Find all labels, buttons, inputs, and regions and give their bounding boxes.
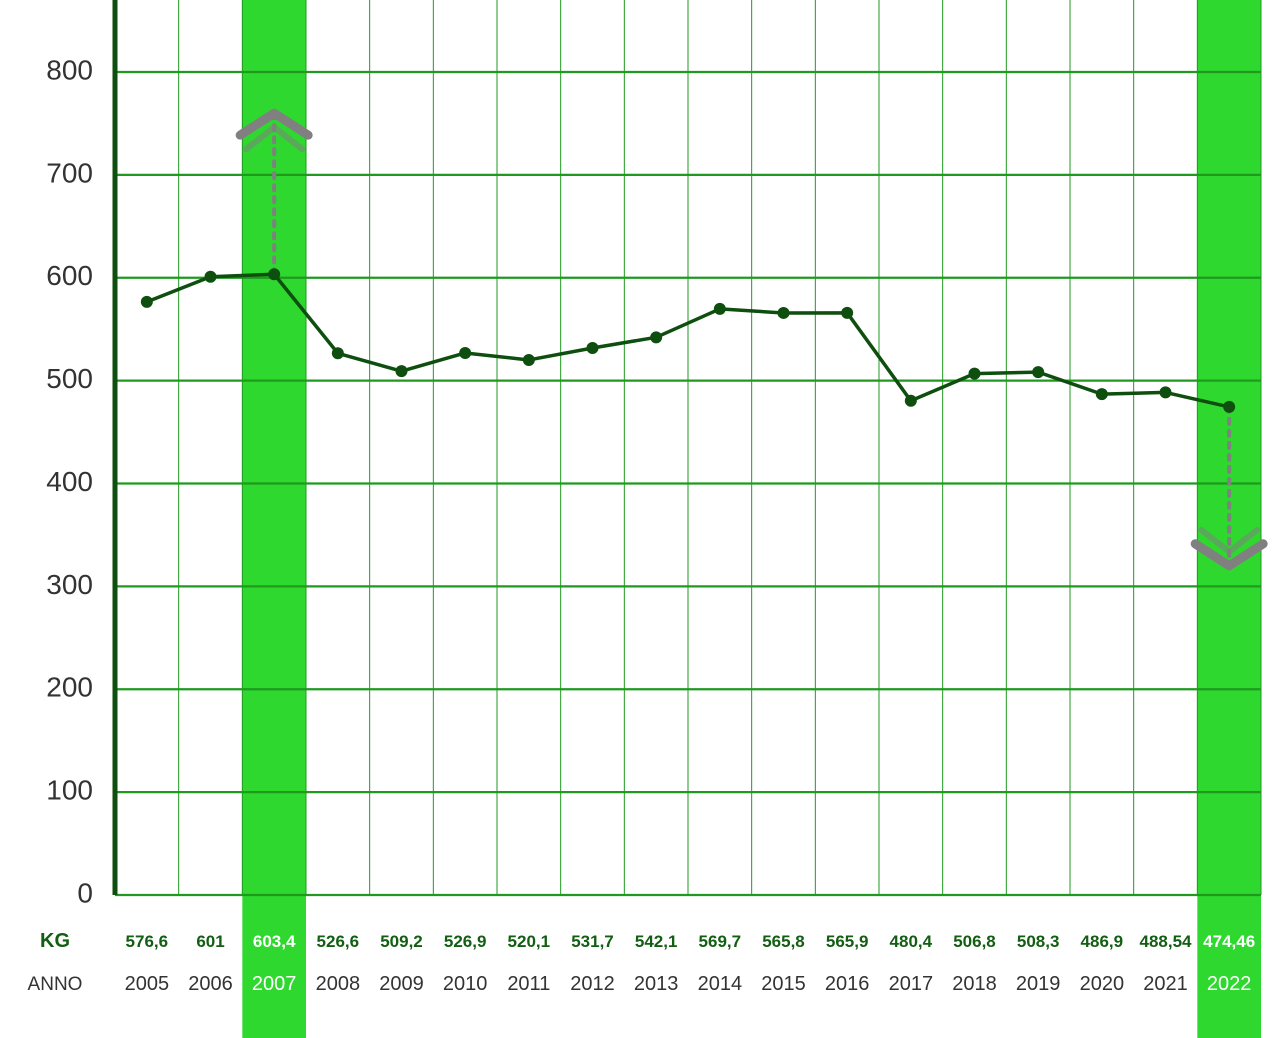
y-tick-label: 700 xyxy=(46,157,93,188)
anno-year-label: 2013 xyxy=(634,973,679,995)
kg-value-label: 520,1 xyxy=(508,932,551,951)
anno-year-label: 2014 xyxy=(698,973,743,995)
data-point xyxy=(714,303,726,315)
anno-year-label: 2009 xyxy=(379,973,424,995)
data-point xyxy=(778,307,790,319)
kg-value-label: 576,6 xyxy=(126,932,169,951)
data-point xyxy=(205,271,217,283)
y-tick-label: 0 xyxy=(77,877,93,908)
anno-year-label: 2019 xyxy=(1016,973,1061,995)
data-point xyxy=(905,395,917,407)
data-point xyxy=(396,365,408,377)
anno-year-label: 2012 xyxy=(570,973,615,995)
kg-value-label: 474,46 xyxy=(1203,932,1255,951)
kg-value-label: 531,7 xyxy=(571,932,614,951)
anno-year-label: 2008 xyxy=(316,973,361,995)
anno-row-header: ANNO xyxy=(28,974,83,995)
kg-value-label: 565,8 xyxy=(762,932,805,951)
data-point xyxy=(1160,386,1172,398)
y-tick-label: 300 xyxy=(46,569,93,600)
kg-value-label: 565,9 xyxy=(826,932,869,951)
data-point xyxy=(1032,366,1044,378)
kg-value-label: 506,8 xyxy=(953,932,996,951)
data-point xyxy=(523,354,535,366)
anno-year-label: 2011 xyxy=(507,973,550,995)
kg-value-label: 542,1 xyxy=(635,932,678,951)
kg-value-label: 488,54 xyxy=(1140,932,1193,951)
kg-value-label: 603,4 xyxy=(253,932,296,951)
data-point xyxy=(587,342,599,354)
data-point xyxy=(332,347,344,359)
kg-value-label: 601 xyxy=(196,932,224,951)
kg-value-label: 486,9 xyxy=(1081,932,1124,951)
kg-value-label: 526,6 xyxy=(317,932,360,951)
kg-value-label: 480,4 xyxy=(890,932,933,951)
anno-year-label: 2021 xyxy=(1143,973,1188,995)
data-point xyxy=(1223,401,1235,413)
data-point xyxy=(1096,388,1108,400)
data-point xyxy=(268,268,280,280)
y-tick-label: 400 xyxy=(46,466,93,497)
data-point xyxy=(141,296,153,308)
kg-row-header: KG xyxy=(40,930,70,952)
y-tick-label: 600 xyxy=(46,260,93,291)
anno-year-label: 2015 xyxy=(761,973,806,995)
kg-value-label: 569,7 xyxy=(699,932,742,951)
anno-year-label: 2016 xyxy=(825,973,870,995)
data-point xyxy=(459,347,471,359)
data-point xyxy=(841,307,853,319)
kg-value-label: 526,9 xyxy=(444,932,487,951)
y-tick-label: 100 xyxy=(46,775,93,806)
data-point xyxy=(969,368,981,380)
anno-year-label: 2006 xyxy=(188,973,233,995)
anno-year-label: 2005 xyxy=(125,973,170,995)
anno-year-label: 2017 xyxy=(889,973,934,995)
y-tick-label: 500 xyxy=(46,363,93,394)
anno-year-label: 2022 xyxy=(1207,973,1252,995)
y-tick-label: 200 xyxy=(46,672,93,703)
kg-value-label: 509,2 xyxy=(380,932,423,951)
anno-year-label: 2007 xyxy=(252,973,297,995)
anno-year-label: 2010 xyxy=(443,973,488,995)
data-point xyxy=(650,331,662,343)
anno-year-label: 2018 xyxy=(952,973,997,995)
chart-background xyxy=(0,0,1281,1038)
anno-year-label: 2020 xyxy=(1080,973,1125,995)
kg-value-label: 508,3 xyxy=(1017,932,1060,951)
y-tick-label: 800 xyxy=(46,54,93,85)
